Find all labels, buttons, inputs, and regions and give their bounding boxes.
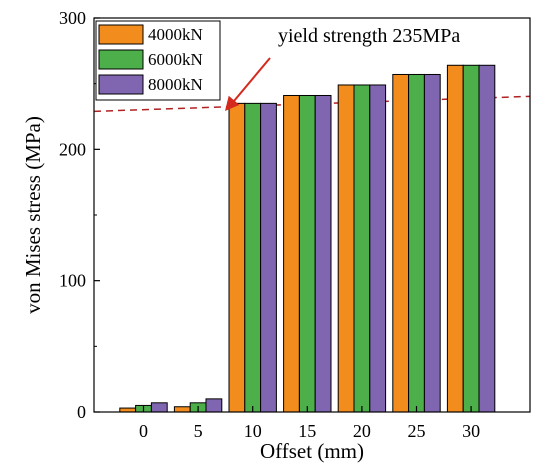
- bar-6000kN-15: [298, 94, 316, 413]
- y-tick-label: 0: [77, 402, 86, 422]
- y-axis-title: von Mises stress (MPa): [21, 116, 45, 314]
- legend-label-8000kN: 8000kN: [148, 75, 203, 94]
- y-tick-label: 200: [59, 139, 86, 159]
- bar-6000kN-25: [408, 73, 425, 413]
- bar-6000kN-10: [244, 102, 262, 413]
- bar-8000kN-0: [150, 402, 168, 413]
- bar-8000kN-25: [423, 73, 441, 413]
- x-tick-label: 0: [139, 421, 148, 441]
- bar-8000kN-5: [205, 398, 223, 413]
- bar-4000kN-30: [446, 64, 464, 413]
- annotation-arrowhead: [225, 95, 240, 111]
- x-tick-label: 5: [194, 421, 203, 441]
- y-axis-ticks: 0 100 200 300: [59, 8, 100, 422]
- legend-label-6000kN: 6000kN: [148, 50, 203, 69]
- bar-4000kN-25: [392, 73, 410, 413]
- legend-label-4000kN: 4000kN: [148, 25, 203, 44]
- bar-8000kN-20: [369, 84, 387, 413]
- bars: [119, 64, 496, 413]
- x-tick-label: 20: [353, 421, 371, 441]
- bar-8000kN-30: [478, 64, 496, 413]
- annotation-arrow: [233, 57, 271, 102]
- y-tick-label: 300: [59, 8, 86, 28]
- bar-8000kN-10: [260, 102, 277, 413]
- x-tick-label: 15: [298, 421, 316, 441]
- bar-4000kN-15: [283, 94, 300, 413]
- x-tick-label: 30: [462, 421, 480, 441]
- bar-6000kN-20: [353, 84, 371, 413]
- annotation: yield strength 235MPa: [225, 25, 460, 111]
- bar-4000kN-20: [337, 84, 355, 413]
- bar-6000kN-30: [462, 64, 480, 413]
- bar-4000kN-5: [173, 406, 191, 413]
- legend-swatch-4000kN: [98, 24, 144, 45]
- bar-8000kN-15: [314, 94, 332, 413]
- yield-strength-annotation: yield strength 235MPa: [278, 25, 460, 47]
- x-axis-title: Offset (mm): [260, 439, 364, 463]
- legend-swatch-8000kN: [98, 74, 144, 95]
- legend-swatch-6000kN: [98, 49, 144, 70]
- x-tick-label: 10: [244, 421, 262, 441]
- plot-area: 0 100 200 300 0 5 10 15 20 25 30: [59, 8, 531, 441]
- x-tick-label: 25: [408, 421, 426, 441]
- x-axis-ticks: 0 5 10 15 20 25 30: [139, 406, 480, 441]
- bar-4000kN-10: [228, 102, 246, 413]
- y-tick-label: 100: [59, 271, 86, 291]
- legend: 4000kN 6000kN 8000kN: [95, 20, 221, 101]
